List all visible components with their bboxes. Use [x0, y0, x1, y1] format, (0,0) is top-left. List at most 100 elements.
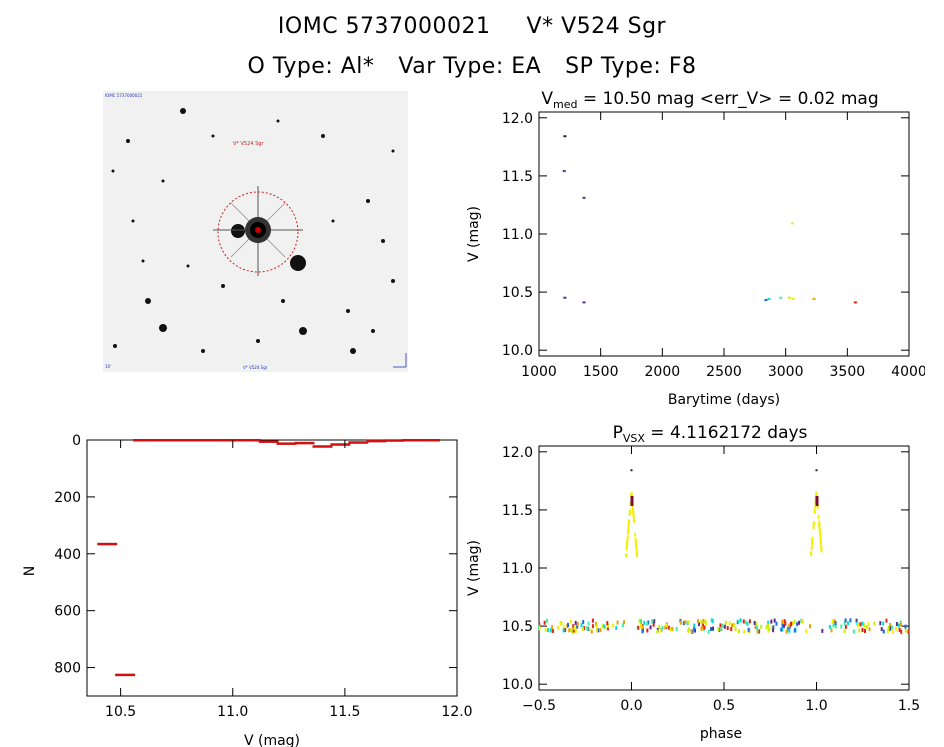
- phased-point: [840, 624, 843, 629]
- field-star: [299, 327, 307, 335]
- phased-point: [601, 624, 604, 629]
- phased-point: [726, 626, 729, 631]
- eclipse-point: [634, 538, 637, 543]
- x-tick-label: 0.0: [620, 698, 642, 714]
- phased-point: [857, 623, 860, 628]
- title-part: = 10.50 mag <err_V> = 0.02 mag: [577, 89, 878, 109]
- title-part: V: [541, 89, 553, 109]
- phased-point: [744, 620, 747, 625]
- phased-point: [782, 624, 785, 629]
- phased-point: [559, 620, 562, 625]
- phased-point: [595, 624, 598, 629]
- target-star: [213, 186, 303, 276]
- y-tick-label: 12.0: [502, 111, 533, 127]
- lightcurve-xlabel: Barytime (days): [668, 392, 780, 408]
- field-star: [256, 339, 260, 343]
- histogram-ylabel: N: [22, 566, 38, 576]
- phased-point: [612, 623, 615, 628]
- y-tick-label: 200: [54, 490, 81, 506]
- phased-point: [682, 621, 685, 626]
- lightcurve-axes: 1000 1500 2000 2500 3000 3500 4000 10.0 10.5 11.0…: [502, 111, 925, 380]
- phased-point: [545, 618, 548, 623]
- finder-stars: [111, 108, 395, 354]
- field-star: [366, 199, 370, 203]
- phased-point: [641, 629, 644, 634]
- phased-point: [599, 628, 602, 633]
- eclipse-point: [810, 545, 813, 550]
- eclipse-point: [815, 491, 818, 496]
- phased-point: [595, 628, 598, 633]
- phased-point: [597, 628, 600, 633]
- phased-point: [643, 620, 646, 625]
- phased-point: [606, 623, 609, 628]
- phased-point: [569, 619, 572, 624]
- phased-point: [572, 628, 575, 633]
- x-tick-label: 4000: [891, 364, 925, 380]
- x-tick-label: 1.0: [805, 698, 827, 714]
- histogram-bar: [384, 439, 405, 442]
- phased-point: [844, 618, 847, 623]
- phased-point: [847, 621, 850, 626]
- eclipse-point-min: [630, 469, 633, 472]
- y-tick-label: 0: [72, 433, 81, 449]
- phased-point: [647, 620, 650, 625]
- phased-point: [886, 628, 889, 633]
- y-tick-label: 600: [54, 604, 81, 620]
- phased-point: [576, 624, 579, 629]
- phased-point: [639, 624, 642, 629]
- eclipse-point: [818, 524, 821, 529]
- phased-point: [693, 627, 696, 632]
- phased-point: [687, 620, 690, 625]
- data-point-group: [853, 301, 857, 304]
- phased-point: [704, 619, 707, 624]
- phased-point: [770, 619, 773, 624]
- phased-axes: −0.5 0.0 0.5 1.0 1.5 10.0 10.5 11.0 11.5 12.0: [502, 445, 920, 714]
- phased-point: [737, 629, 740, 634]
- phased-point: [843, 629, 846, 634]
- phased-point: [904, 628, 907, 633]
- phased-point: [887, 625, 890, 630]
- phased-point: [849, 618, 852, 623]
- title-part: P: [613, 423, 623, 443]
- phased-point: [576, 621, 579, 626]
- phased-point: [567, 622, 570, 627]
- eclipse-point: [627, 525, 630, 530]
- y-tick-label: 11.0: [502, 561, 533, 577]
- field-star: [381, 239, 385, 243]
- eclipse-point: [632, 518, 635, 523]
- phased-point: [834, 621, 837, 626]
- eclipse-point: [818, 529, 821, 534]
- phased-points: [538, 469, 910, 634]
- x-tick-label: 10.5: [105, 704, 136, 720]
- y-tick-label: 800: [54, 661, 81, 677]
- phased-point: [863, 623, 866, 628]
- data-point-group: [563, 135, 567, 138]
- eclipse-point: [817, 514, 820, 519]
- y-tick-label: 10.5: [502, 619, 533, 635]
- phased-point: [588, 627, 591, 632]
- field-star: [231, 224, 245, 238]
- phased-point: [580, 623, 583, 628]
- phased-point: [834, 624, 837, 629]
- phased-point: [858, 628, 861, 633]
- data-point-group: [791, 297, 795, 300]
- phased-point: [560, 621, 563, 626]
- phased-point: [879, 621, 882, 626]
- eclipse-point-min: [815, 469, 818, 472]
- phased-point: [736, 620, 739, 625]
- phased-point: [675, 626, 678, 631]
- phased-point: [652, 622, 655, 627]
- phased-point: [573, 626, 576, 631]
- field-star: [201, 349, 205, 353]
- phased-point: [690, 628, 693, 633]
- y-tick-label: 11.0: [502, 227, 533, 243]
- phased-point: [788, 628, 791, 633]
- phased-point: [767, 623, 770, 628]
- phased-point: [724, 620, 727, 625]
- histogram-bar: [240, 439, 261, 442]
- phased-point: [861, 621, 864, 626]
- phased-point: [852, 629, 855, 634]
- histogram-bar: [97, 542, 118, 546]
- eclipse-point: [625, 546, 628, 551]
- phased-point: [616, 620, 619, 625]
